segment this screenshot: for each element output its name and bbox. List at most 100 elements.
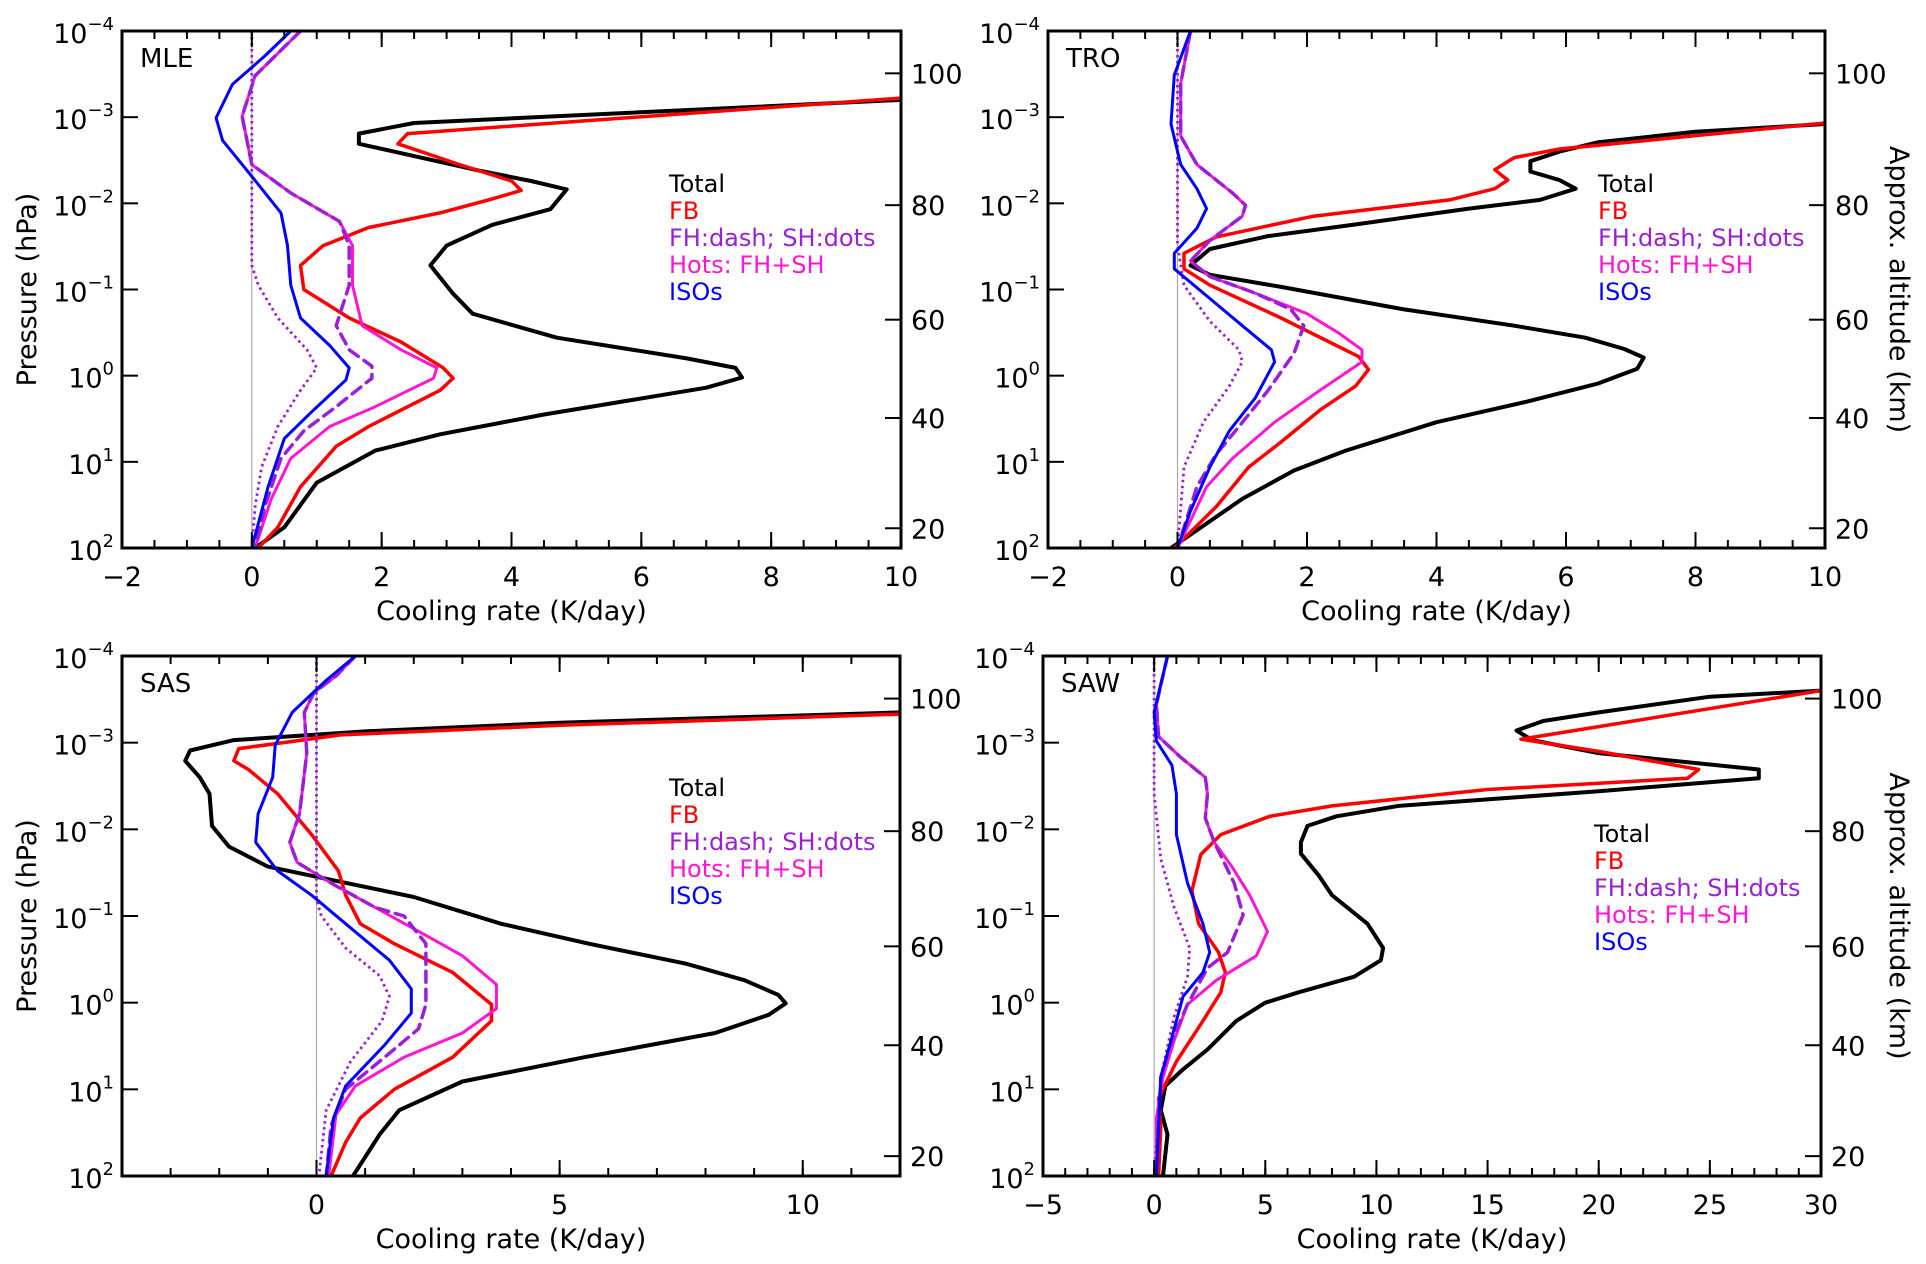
y-tick-exponent: −2: [87, 812, 114, 833]
y-tick-label: 10−2: [979, 186, 1040, 222]
y-tick-label: 10−4: [53, 14, 114, 50]
y-tick-base: 10: [53, 105, 87, 136]
y-tick-base: 10: [979, 19, 1013, 50]
y-tick-label: 10−1: [974, 899, 1035, 935]
y-tick-exponent: 0: [103, 359, 114, 380]
x-axis-title: Cooling rate (K/day): [376, 1224, 647, 1255]
series-line-fh: [288, 656, 428, 1176]
x-tick-label: 0: [308, 1190, 325, 1221]
y-tick-base: 10: [53, 19, 87, 50]
x-tick-label: −5: [1023, 1190, 1063, 1221]
y-tick-base: 10: [68, 1164, 102, 1195]
x-tick-label: 10: [1359, 1190, 1393, 1221]
series-line-sh: [1176, 31, 1244, 548]
altitude-tick-label: 80: [911, 191, 945, 222]
x-tick-label: 8: [1687, 562, 1704, 593]
panel-label: TRO: [1065, 44, 1120, 74]
altitude-tick-label: 40: [910, 1031, 944, 1062]
y-tick-label: 10−4: [53, 639, 114, 675]
panel-mle: −2 0 2 4 6 8 1010−410−310−210−1100101102100806…: [12, 14, 963, 627]
series-line-isos: [254, 656, 413, 1176]
y-tick-label: 10−3: [53, 100, 114, 136]
y-tick-label: 100: [68, 359, 114, 395]
y-tick-base: 10: [53, 904, 87, 935]
y-tick-base: 10: [989, 991, 1023, 1022]
series-line-fb: [232, 712, 900, 1176]
y-tick-base: 10: [979, 105, 1013, 136]
x-tick-label: 6: [633, 562, 650, 593]
x-tick-label: 25: [1693, 1190, 1727, 1221]
legend-item: ISOs: [1598, 278, 1652, 306]
altitude-tick-label: 20: [1831, 1142, 1865, 1173]
x-tick-label: 10: [1808, 562, 1842, 593]
y-tick-label: 101: [989, 1072, 1035, 1108]
series-line-total: [1158, 688, 1821, 1176]
x-tick-label: 15: [1470, 1190, 1504, 1221]
x-tick-label: −2: [102, 562, 142, 593]
y-tick-base: 10: [53, 731, 87, 762]
y-tick-base: 10: [979, 278, 1013, 309]
y-tick-exponent: −2: [1008, 812, 1035, 833]
y-tick-label: 10−4: [974, 639, 1035, 675]
y-tick-label: 100: [989, 986, 1035, 1022]
y-tick-label: 10−2: [974, 812, 1035, 848]
y-tick-label: 102: [68, 531, 114, 567]
x-tick-label: 2: [373, 562, 390, 593]
legend-item: ISOs: [669, 278, 723, 306]
x-tick-label: 10: [884, 562, 918, 593]
y-tick-base: 10: [994, 450, 1028, 481]
x-tick-label: 20: [1582, 1190, 1616, 1221]
altitude-tick-label: 20: [910, 1142, 944, 1173]
altitude-tick-label: 40: [1835, 404, 1869, 435]
y-tick-exponent: 1: [103, 445, 114, 466]
series-line-fh: [1154, 656, 1245, 1176]
altitude-tick-label: 40: [1831, 1031, 1865, 1062]
panel-saw: −5 0 5 10 15 20 25 3010−410−310−210−11001011021…: [974, 639, 1914, 1255]
altitude-tick-label: 60: [910, 932, 944, 963]
legend-item: Total: [668, 774, 725, 802]
y-tick-exponent: 2: [103, 531, 114, 552]
y-tick-exponent: 1: [1024, 1072, 1035, 1093]
y-tick-exponent: 0: [103, 986, 114, 1007]
y-axis-title: Pressure (hPa): [12, 819, 43, 1013]
series-line-sh: [250, 31, 319, 548]
x-tick-label: 8: [763, 562, 780, 593]
y-tick-base: 10: [68, 991, 102, 1022]
y-tick-label: 100: [68, 986, 114, 1022]
plot-frame: [120, 654, 902, 1178]
series-line-total: [183, 710, 900, 1176]
altitude-tick-label: 80: [910, 817, 944, 848]
x-tick-label: 4: [1428, 562, 1445, 593]
y-tick-base: 10: [68, 1077, 102, 1108]
altitude-tick-label: 60: [911, 306, 945, 337]
y-tick-exponent: −1: [1008, 899, 1035, 920]
x-axis-title: Cooling rate (K/day): [1301, 596, 1572, 627]
y-tick-base: 10: [989, 1077, 1023, 1108]
y-tick-exponent: 1: [1029, 445, 1040, 466]
y-tick-exponent: 1: [103, 1072, 114, 1093]
x-tick-label: 0: [1146, 1190, 1163, 1221]
curves: [1169, 31, 1825, 548]
legend-item: FB: [1594, 847, 1624, 875]
series-line-fb: [256, 96, 901, 548]
series-line-isos: [214, 31, 351, 548]
series-line-sh: [315, 656, 391, 1176]
series-line-fh: [240, 31, 374, 548]
y-tick-exponent: −3: [87, 726, 114, 747]
series-line-hots: [240, 31, 439, 548]
y-tick-label: 102: [989, 1159, 1035, 1195]
y-tick-exponent: 0: [1029, 359, 1040, 380]
legend-item: FB: [1598, 197, 1628, 225]
x-tick-label: 5: [1257, 1190, 1274, 1221]
altitude-tick-label: 20: [911, 514, 945, 545]
altitude-tick-label: 100: [910, 685, 962, 716]
y-tick-exponent: 0: [1024, 986, 1035, 1007]
right-axis-title: Approx. altitude (km): [1883, 146, 1914, 433]
legend-item: Total: [1593, 820, 1650, 848]
y-tick-base: 10: [53, 644, 87, 675]
series-line-hots: [1154, 656, 1269, 1176]
panel-label: SAW: [1061, 669, 1120, 699]
panel-label: MLE: [140, 44, 193, 74]
x-tick-label: 4: [503, 562, 520, 593]
